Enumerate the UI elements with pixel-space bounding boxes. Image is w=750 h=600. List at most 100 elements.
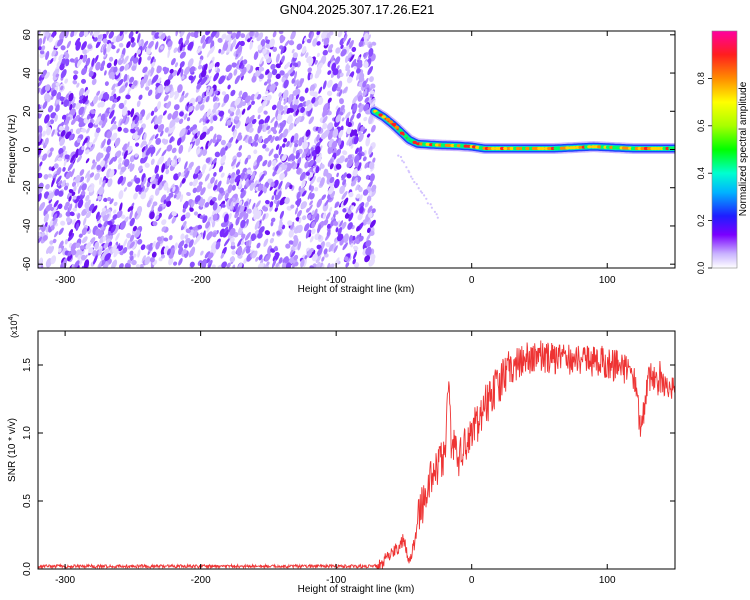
noise-speckle (239, 40, 245, 47)
noise-speckle (167, 48, 171, 59)
track-blob (440, 143, 446, 147)
noise-speckle (46, 32, 51, 41)
noise-speckle (158, 257, 163, 262)
noise-speckle (213, 179, 218, 187)
noise-speckle (289, 62, 293, 68)
noise-speckle (290, 31, 296, 40)
noise-speckle (168, 235, 173, 241)
colorbar-tick-label: 0.2 (696, 214, 706, 227)
noise-speckle (190, 75, 196, 84)
noise-speckle (43, 91, 50, 100)
noise-speckle (107, 197, 112, 202)
noise-speckle (279, 196, 287, 206)
noise-speckle (126, 41, 131, 49)
noise-speckle (219, 228, 225, 236)
noise-speckle (60, 220, 66, 226)
noise-speckle (335, 107, 341, 117)
noise-speckle (91, 205, 98, 214)
noise-speckle (266, 83, 271, 92)
noise-speckle (131, 259, 137, 266)
noise-speckle (342, 242, 348, 251)
snr-background (38, 331, 675, 569)
noise-speckle (167, 113, 172, 120)
noise-speckle (295, 200, 301, 206)
track-blob (531, 146, 537, 151)
noise-speckle (212, 196, 217, 202)
noise-speckle (253, 91, 259, 100)
noise-speckle (266, 94, 272, 101)
noise-speckle (69, 211, 75, 217)
noise-speckle (104, 152, 110, 161)
noise-speckle (134, 116, 140, 125)
noise-speckle (118, 245, 124, 252)
noise-speckle (291, 155, 296, 162)
noise-speckle (356, 112, 361, 119)
noise-speckle (345, 117, 350, 126)
noise-speckle (213, 72, 220, 82)
noise-speckle (212, 232, 217, 238)
noise-speckle (229, 227, 236, 237)
noise-speckle (171, 147, 177, 154)
faint-trace-point (415, 183, 418, 186)
noise-speckle (106, 145, 112, 153)
noise-speckle (272, 46, 278, 52)
noise-speckle (171, 215, 177, 224)
noise-speckle (334, 201, 339, 209)
noise-speckle (369, 173, 375, 182)
noise-speckle (38, 79, 43, 88)
noise-speckle (270, 221, 274, 227)
noise-speckle (295, 152, 300, 160)
noise-speckle (87, 44, 93, 50)
noise-speckle (38, 257, 43, 264)
noise-speckle (119, 65, 125, 72)
noise-speckle (42, 235, 48, 241)
noise-speckle (365, 240, 372, 247)
noise-speckle (351, 235, 356, 241)
colorbar-tick-label: 0.0 (696, 262, 706, 275)
noise-speckle (86, 199, 91, 208)
noise-speckle (229, 106, 236, 112)
noise-speckle (51, 129, 55, 137)
noise-speckle (341, 221, 347, 230)
noise-speckle (370, 253, 376, 260)
noise-speckle (154, 41, 159, 50)
noise-speckle (274, 136, 280, 142)
noise-speckle (251, 140, 257, 147)
noise-speckle (339, 72, 344, 78)
noise-speckle (205, 140, 210, 150)
noise-speckle (358, 235, 364, 242)
noise-speckle (138, 94, 143, 101)
noise-speckle (355, 205, 360, 214)
noise-speckle (310, 31, 314, 42)
track-blob (460, 144, 465, 148)
track-blob (612, 146, 617, 150)
noise-speckle (70, 31, 75, 38)
noise-speckle (195, 138, 201, 146)
noise-speckle (236, 59, 240, 67)
noise-speckle (293, 237, 299, 247)
noise-speckle (251, 250, 258, 259)
noise-speckle (54, 188, 60, 196)
y-tick-label: 60 (22, 29, 33, 41)
noise-speckle (127, 181, 133, 188)
noise-speckle (244, 95, 252, 104)
colorbar-tick-label: 0.6 (696, 120, 706, 133)
noise-speckle (279, 216, 283, 225)
noise-speckle (353, 135, 359, 145)
noise-speckle (78, 31, 85, 38)
noise-speckle (148, 40, 154, 49)
y-tick-label: 1.5 (22, 358, 33, 372)
noise-speckle (106, 31, 110, 36)
noise-speckle (264, 115, 270, 124)
noise-speckle (296, 167, 302, 175)
noise-speckle (195, 234, 202, 243)
noise-speckle (310, 147, 314, 151)
colorbar-label: Normalized spectral amplitude (738, 81, 749, 216)
noise-speckle (300, 259, 305, 268)
noise-speckle (263, 238, 269, 247)
noise-speckle (93, 255, 98, 265)
noise-speckle (52, 217, 58, 227)
faint-trace-point (405, 166, 408, 169)
noise-speckle (192, 172, 199, 180)
noise-speckle (279, 95, 283, 103)
